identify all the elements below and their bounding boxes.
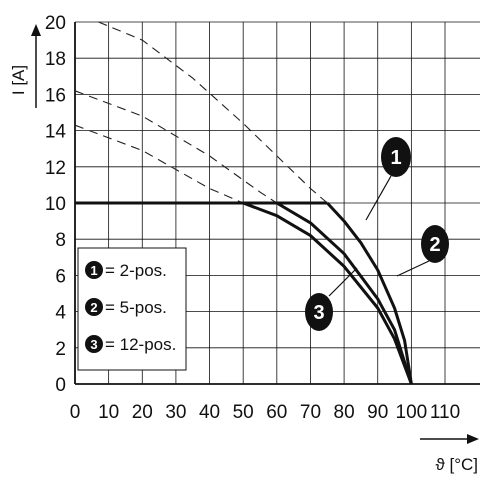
legend-item-1-label: = 2-pos. bbox=[105, 261, 167, 280]
y-tick-label-4: 4 bbox=[55, 303, 66, 324]
legend-item-3-label: = 12-pos. bbox=[105, 335, 176, 354]
x-tick-label-50: 50 bbox=[233, 402, 254, 423]
legend-item-1-marker: 1 bbox=[90, 263, 97, 278]
y-tick-label-18: 18 bbox=[45, 49, 66, 70]
legend-item-2-marker: 2 bbox=[90, 300, 97, 315]
x-axis-label: ϑ [°C] bbox=[435, 455, 478, 474]
callout-1-leader-line bbox=[365, 175, 392, 221]
series-2-dashed-line bbox=[74, 90, 278, 204]
callout-3-leader-line bbox=[328, 267, 358, 297]
x-tick-label-40: 40 bbox=[199, 402, 220, 423]
x-tick-label-20: 20 bbox=[132, 402, 153, 423]
x-tick-label-80: 80 bbox=[334, 402, 355, 423]
callout-3-badge bbox=[305, 293, 333, 331]
series-2-solid-line bbox=[276, 201, 413, 385]
series bbox=[74, 21, 413, 385]
x-tick-label-30: 30 bbox=[165, 402, 186, 423]
x-axis-arrowhead bbox=[467, 434, 479, 444]
y-axis-title-group: I [A] bbox=[9, 24, 41, 108]
x-tick-label-60: 60 bbox=[266, 402, 287, 423]
series-3-dashed-line bbox=[74, 124, 244, 204]
series-3-solid-line bbox=[242, 201, 413, 385]
y-tick-labels: 0 2 4 6 8 10 12 14 16 18 20 bbox=[45, 13, 67, 396]
y-axis-label: I [A] bbox=[9, 65, 28, 95]
y-tick-label-0: 0 bbox=[55, 375, 66, 396]
legend-item-3-badge bbox=[85, 335, 103, 353]
series-1-dashed-line bbox=[98, 21, 328, 204]
y-axis-arrowhead bbox=[31, 24, 41, 36]
legend-item-2-label: = 5-pos. bbox=[105, 298, 167, 317]
legend-item-2-badge bbox=[85, 298, 103, 316]
x-tick-label-0: 0 bbox=[70, 402, 81, 423]
x-tick-label-110: 110 bbox=[430, 402, 460, 423]
legend-item-1-badge bbox=[85, 261, 103, 279]
callout-1-badge bbox=[381, 137, 411, 177]
x-tick-label-70: 70 bbox=[300, 402, 321, 423]
series-1-solid-line bbox=[326, 201, 413, 385]
x-tick-labels: 0 10 20 30 40 50 60 70 80 90 100 110 bbox=[70, 402, 460, 423]
x-tick-label-90: 90 bbox=[367, 402, 388, 423]
y-tick-label-16: 16 bbox=[45, 85, 66, 106]
callout-2-label: 2 bbox=[429, 234, 440, 256]
y-tick-label-20: 20 bbox=[45, 13, 66, 34]
series-callouts: 1 2 3 bbox=[305, 137, 449, 331]
y-tick-label-12: 12 bbox=[45, 158, 66, 179]
x-tick-label-10: 10 bbox=[98, 402, 119, 423]
y-tick-label-6: 6 bbox=[55, 266, 66, 287]
legend-item-3-marker: 3 bbox=[90, 337, 97, 352]
y-tick-label-2: 2 bbox=[55, 339, 66, 360]
y-tick-label-14: 14 bbox=[45, 122, 67, 143]
callout-2-badge bbox=[421, 225, 449, 263]
legend: 1 = 2-pos. 2 = 5-pos. 3 = 12-pos. bbox=[77, 247, 187, 371]
y-tick-label-10: 10 bbox=[45, 194, 66, 215]
x-tick-label-100: 100 bbox=[396, 402, 428, 423]
x-axis-title-group: ϑ [°C] bbox=[420, 434, 479, 474]
callout-1-label: 1 bbox=[390, 147, 401, 169]
callout-2-leader-line bbox=[396, 260, 430, 277]
callout-3-label: 3 bbox=[313, 302, 324, 324]
y-tick-label-8: 8 bbox=[55, 230, 66, 251]
